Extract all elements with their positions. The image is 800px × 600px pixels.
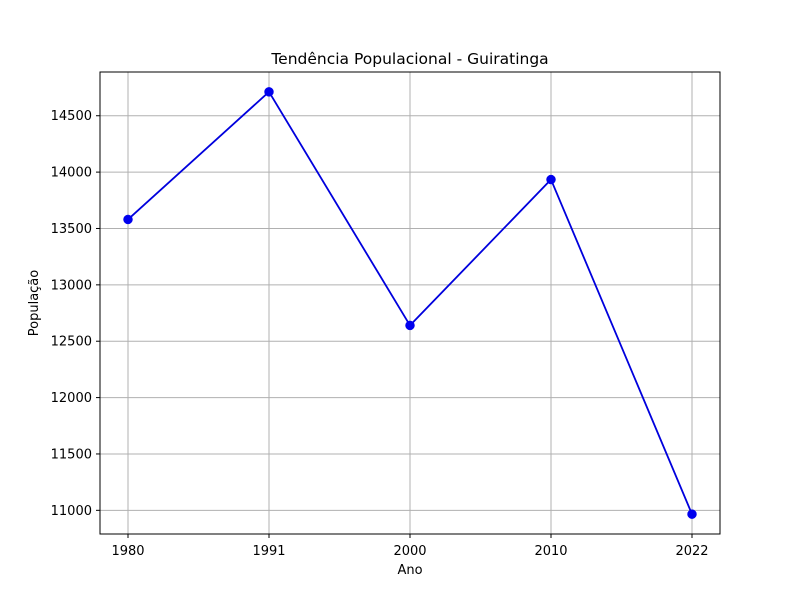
data-point [546,174,556,185]
data-point [687,509,697,519]
y-tick-label: 11500 [51,447,92,462]
chart-title: Tendência Populacional - Guiratinga [270,50,548,68]
y-tick-label: 14000 [51,166,92,181]
y-axis-label: População [27,270,42,337]
x-tick-label: 2000 [393,544,426,559]
x-tick-label: 2022 [675,544,708,559]
series [123,87,697,519]
data-point [405,320,415,331]
y-tick-label: 13000 [51,278,92,293]
x-axis-label: Ano [397,563,422,578]
grid [100,72,720,534]
x-tick-label: 1991 [252,544,285,559]
y-tick-label: 12000 [51,391,92,406]
y-tick-label: 11000 [51,504,92,519]
x-tick-label: 1980 [111,544,144,559]
data-point [123,214,133,225]
x-tick-label: 2010 [534,544,567,559]
y-tick-label: 14500 [51,109,92,124]
y-axis: 11000 11500 12000 12500 13000 13500 14000 14500 [51,109,100,519]
data-point [264,87,274,97]
x-axis: 1980 1991 2000 2010 2022 [111,534,709,559]
y-tick-label: 13500 [51,222,92,237]
y-tick-label: 12500 [51,335,92,350]
